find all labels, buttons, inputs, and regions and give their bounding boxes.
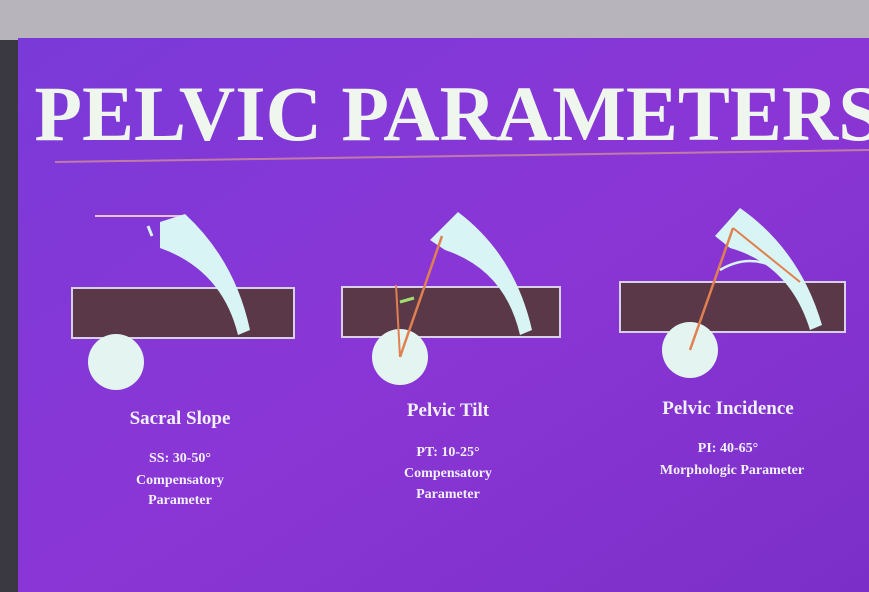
panel-name: Pelvic Tilt — [407, 400, 490, 421]
panel-name: Pelvic Incidence — [662, 398, 793, 419]
panel-range: PT: 10-25° — [416, 445, 479, 460]
slide-photo: PELVIC PARAMETERS Sacral Slope SS: 30-50… — [0, 0, 869, 592]
panel-range: SS: 30-50° — [149, 451, 211, 466]
panel-description: Parameter — [416, 487, 480, 502]
panel-description: Morphologic Parameter — [660, 463, 804, 478]
panel-description: Compensatory — [404, 466, 492, 481]
panel-name: Sacral Slope — [130, 408, 231, 429]
wall-strip — [0, 0, 869, 40]
panel-range: PI: 40-65° — [698, 441, 758, 456]
panel-description: Parameter — [148, 493, 212, 508]
panel-description: Compensatory — [136, 473, 224, 488]
slide-title: PELVIC PARAMETERS — [34, 70, 869, 157]
